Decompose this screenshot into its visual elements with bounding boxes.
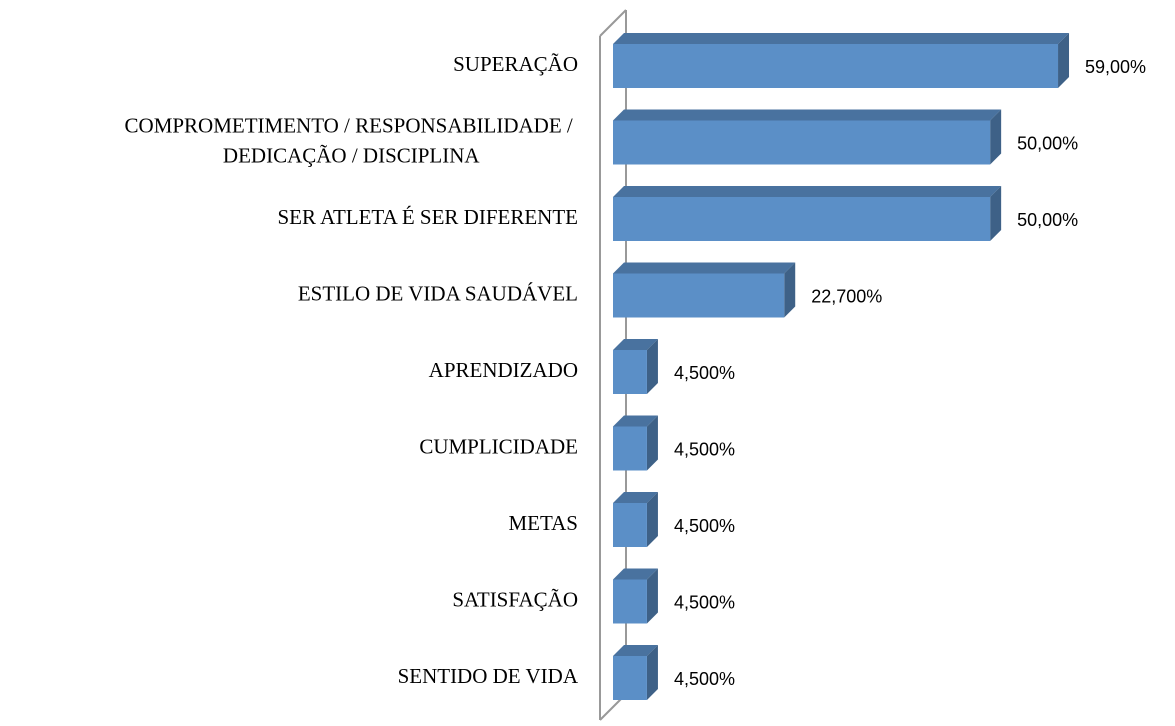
axis-line: [599, 9, 627, 37]
bar-side: [990, 109, 1002, 165]
bar-front: [613, 350, 647, 394]
value-label: 59,00%: [1085, 57, 1146, 77]
bar-top: [613, 645, 658, 656]
bar-top: [613, 262, 796, 274]
bar-front: [613, 579, 647, 624]
value-label: 4,500%: [674, 592, 735, 612]
category-label: METAS: [509, 511, 579, 535]
category-label: APRENDIZADO: [429, 358, 578, 382]
value-label: 50,00%: [1017, 210, 1078, 230]
bar-top: [613, 186, 1002, 197]
bar-side: [646, 568, 658, 624]
bar: [613, 339, 658, 394]
category-label: SATISFAÇÃO: [452, 587, 578, 611]
value-label: 4,500%: [674, 669, 735, 689]
bar-top: [613, 339, 658, 350]
bar-top: [613, 492, 658, 503]
bar-top: [613, 415, 658, 427]
bar: [613, 645, 658, 700]
category-label: SER ATLETA É SER DIFERENTE: [278, 205, 579, 229]
category-label: ESTILO DE VIDA SAUDÁVEL: [298, 281, 578, 305]
bar-front: [613, 120, 991, 165]
bar-front: [613, 44, 1059, 88]
bar: [613, 492, 658, 547]
bar-top: [613, 109, 1002, 121]
bar-front: [613, 503, 647, 547]
bar-top: [613, 568, 658, 580]
bar: [613, 262, 796, 318]
category-label: SENTIDO DE VIDA: [398, 664, 579, 688]
category-label: CUMPLICIDADE: [419, 434, 578, 458]
value-label: 4,500%: [674, 363, 735, 383]
bar-side: [990, 186, 1002, 241]
bar-side: [646, 492, 658, 547]
bar-front: [613, 273, 785, 318]
bar: [613, 568, 658, 624]
bar: [613, 33, 1070, 88]
bar: [613, 186, 1002, 241]
category-label: COMPROMETIMENTO / RESPONSABILIDADE / DED…: [125, 113, 578, 167]
bar-side: [646, 645, 658, 700]
value-label: 50,00%: [1017, 133, 1078, 153]
bar-side: [1058, 33, 1070, 88]
bar-front: [613, 197, 991, 241]
value-label: 22,700%: [811, 286, 882, 306]
bar-side: [646, 339, 658, 394]
bar: [613, 109, 1002, 165]
bar-side: [646, 415, 658, 471]
bar-front: [613, 656, 647, 700]
bar: [613, 415, 658, 471]
category-label: SUPERAÇÃO: [453, 52, 578, 76]
value-label: 4,500%: [674, 439, 735, 459]
bar-top: [613, 33, 1070, 44]
bar-side: [784, 262, 796, 318]
value-label: 4,500%: [674, 516, 735, 536]
bar-front: [613, 426, 647, 471]
